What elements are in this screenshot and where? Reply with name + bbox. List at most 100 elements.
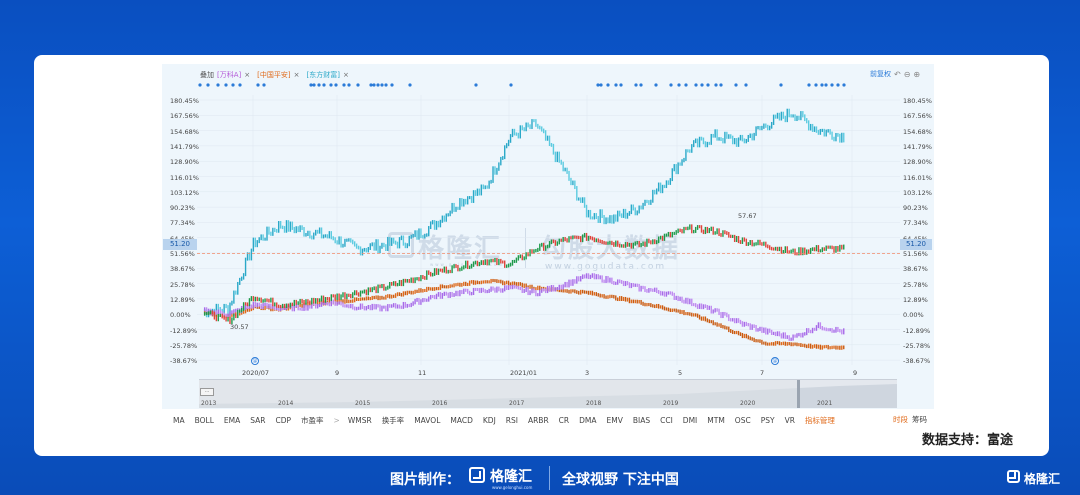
indicator-dma[interactable]: DMA [579,415,597,425]
event-marker-icon[interactable]: @ [771,357,779,365]
indicator-cdp[interactable]: CDP [275,415,292,425]
navigator-year-label: 2017 [509,400,525,407]
y-tick-label-right: 51.56% [903,250,928,258]
indicator-mtm[interactable]: MTM [707,415,725,425]
indicator-turnover[interactable]: 换手率 [381,415,405,425]
watermark-right-sub: www.gogudata.com [545,262,667,272]
y-tick-label-left: 116.01% [170,173,199,182]
indicator-ema[interactable]: EMA [223,415,241,425]
y-tick-label-right: 64.45% [903,235,928,243]
indicator-osc[interactable]: OSC [734,415,751,425]
y-tick-label-left: 0.00% [170,311,191,320]
indicator-cr[interactable]: CR [558,415,570,425]
more-indicators-chevron-icon[interactable]: > [333,415,340,425]
zoom-out-icon[interactable]: ⊖ [903,69,911,79]
indicator-manage-button[interactable]: 指标管理 [804,415,835,425]
indicator-arbr[interactable]: ARBR [527,415,549,425]
y-tick-label-left: -25.78% [170,341,198,350]
event-dots-row [198,83,846,87]
footer-divider [549,466,550,490]
y-tick-label-right: 116.01% [903,173,932,182]
chart-toolbar: 前复权 ↶ ⊖ ⊕ [870,69,920,79]
y-tick-label-right: 128.90% [903,158,932,167]
y-tick-label-left: 25.78% [170,280,195,289]
data-support-text: 数据支持：富途 [922,433,1014,448]
y-tick-label-right: -38.67% [903,357,931,366]
indicator-bar-right: 时段 筹码 [893,414,927,425]
low-annotation: 30.57 [230,323,249,331]
current-value-tag-left: 51.20 [163,239,197,250]
corner-brand: 格隆汇 [1024,472,1061,486]
indicator-macd[interactable]: MACD [450,415,473,425]
adjust-mode-button[interactable]: 前复权 [870,70,891,78]
x-tick-label: 2021/01 [510,369,538,377]
indicator-mavol[interactable]: MAVOL [414,415,441,425]
x-tick-label: 7 [760,369,765,377]
legend-prefix: 叠加 [200,71,214,79]
indicator-cci[interactable]: CCI [660,415,673,425]
series-main-stock [203,224,845,324]
indicator-boll[interactable]: BOLL [194,415,214,425]
y-tick-label-left: 77.34% [170,219,195,228]
navigator-handle-icon[interactable]: ··· [200,388,214,396]
x-tick-label: 3 [585,369,590,377]
chart-background [162,64,934,409]
y-tick-label-right: 77.34% [903,219,928,228]
event-marker-icon[interactable]: @ [251,357,259,365]
indicator-kdj[interactable]: KDJ [482,415,496,425]
navigator-year-label: 2018 [586,400,602,407]
legend-series-pingan: [中国平安] [257,71,291,79]
y-tick-label-left: 128.90% [170,158,199,167]
x-tick-label: 5 [678,369,683,377]
legend-series-vanke: [万科A] [217,71,242,79]
zoom-in-icon[interactable]: ⊕ [913,69,921,79]
navigator-year-label: 2015 [355,400,371,407]
y-tick-label-right: 90.23% [903,204,928,213]
remove-pingan-button[interactable]: × [293,71,300,79]
y-tick-label-left: 51.56% [170,250,195,258]
range-navigator[interactable] [199,379,897,408]
indicator-dmi[interactable]: DMI [682,415,698,425]
indicator-rsi[interactable]: RSI [505,415,518,425]
current-value-tag-right: 51.20 [900,239,932,250]
watermark-divider [525,228,526,268]
remove-vanke-button[interactable]: × [244,71,251,79]
high-annotation: 57.67 [738,212,757,220]
corner-logo-icon [1007,470,1020,483]
navigator-year-label: 2014 [278,400,294,407]
y-tick-label-left: 12.89% [170,295,195,304]
indicator-bar: MA BOLL EMA SAR CDP 市盈率 > WMSR 换手率 MAVOL… [173,414,845,426]
period-button[interactable]: 时段 [893,415,908,424]
indicator-pe[interactable]: 市盈率 [301,415,324,425]
indicator-wmsr[interactable]: WMSR [347,415,372,425]
y-tick-label-left: 90.23% [170,204,195,213]
indicator-ma[interactable]: MA [173,415,185,425]
y-tick-label-right: 25.78% [903,280,928,289]
indicator-emv[interactable]: EMV [606,415,623,425]
indicator-sar[interactable]: SAR [250,415,266,425]
y-tick-label-right: -25.78% [903,341,931,350]
chips-button[interactable]: 筹码 [912,415,927,424]
footer-brand-sub: www.gelonghui.com [492,485,533,490]
y-tick-label-left: -12.89% [170,326,198,335]
y-tick-label-left: 103.12% [170,188,199,197]
y-tick-label-left: 141.79% [170,142,199,151]
y-tick-label-left: 167.56% [170,112,199,121]
navigator-year-label: 2020 [740,400,756,407]
footer-brand: 格隆汇 [490,469,532,485]
indicator-psy[interactable]: PSY [760,415,775,425]
navigator-year-label: 2013 [201,400,217,407]
y-tick-label-left: 180.45% [170,97,199,105]
navigator-year-label: 2021 [817,400,833,407]
footer-banner [0,461,1080,495]
price-chart[interactable] [197,95,900,365]
remove-dfcf-button[interactable]: × [342,71,349,79]
y-tick-label-right: 154.68% [903,127,932,136]
y-tick-label-right: 141.79% [903,142,932,151]
indicator-vr[interactable]: VR [784,415,795,425]
indicator-bias[interactable]: BIAS [632,415,651,425]
undo-icon[interactable]: ↶ [894,69,901,79]
series-dfcf [203,108,845,318]
y-tick-label-left: 154.68% [170,127,199,136]
legend-series-dfcf: [东方财富] [306,71,340,79]
